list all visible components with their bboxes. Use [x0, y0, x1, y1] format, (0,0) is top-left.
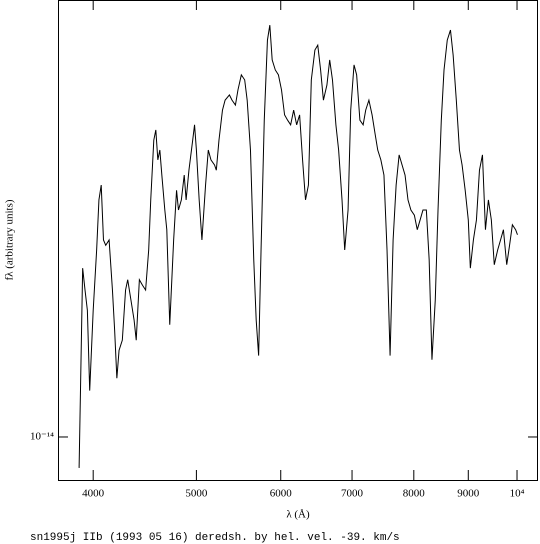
- x-tick-label: 6000: [270, 488, 293, 500]
- caption: sn1995j IIb (1993 05 16) deredsh. by hel…: [30, 532, 400, 544]
- x-tick-label: 10⁴: [510, 488, 525, 500]
- x-axis-label: λ (Å): [286, 509, 310, 521]
- x-tick-label: 4000: [82, 488, 105, 500]
- plot-frame: [58, 0, 538, 481]
- x-tick-label: 7000: [341, 488, 364, 500]
- x-tick-label: 9000: [457, 488, 480, 500]
- y-axis-label: fλ (arbitrary units): [4, 199, 16, 280]
- x-tick-label: 5000: [185, 488, 208, 500]
- y-tick-label: 10⁻¹⁴: [30, 431, 54, 443]
- x-tick-label: 8000: [403, 488, 426, 500]
- spectrum-line: [78, 25, 518, 468]
